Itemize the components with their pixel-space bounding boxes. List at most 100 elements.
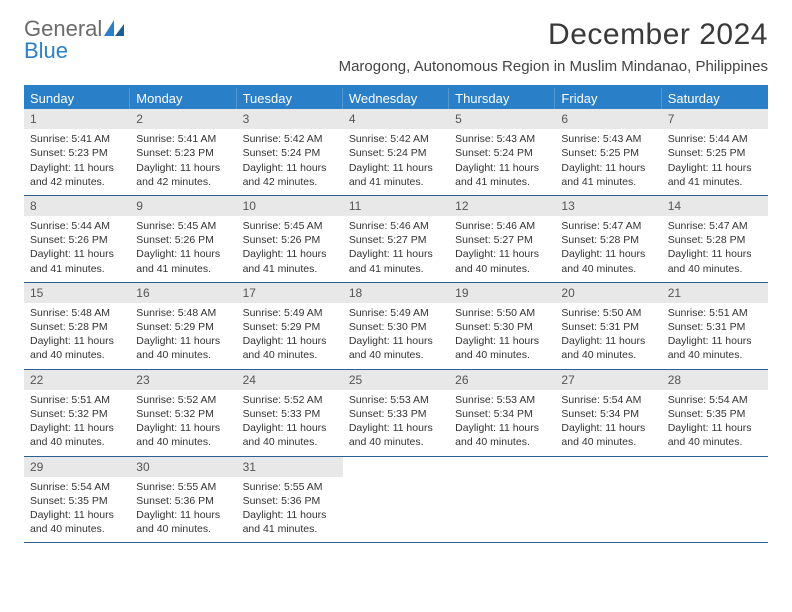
day-body: Sunrise: 5:44 AMSunset: 5:26 PMDaylight:…	[24, 216, 130, 282]
daylight-line1: Daylight: 11 hours	[243, 161, 337, 175]
sunset-text: Sunset: 5:25 PM	[561, 146, 655, 160]
day-cell: 11Sunrise: 5:46 AMSunset: 5:27 PMDayligh…	[343, 196, 449, 282]
day-number: 25	[343, 370, 449, 390]
day-cell: 10Sunrise: 5:45 AMSunset: 5:26 PMDayligh…	[237, 196, 343, 282]
sunrise-text: Sunrise: 5:48 AM	[30, 306, 124, 320]
daylight-line1: Daylight: 11 hours	[349, 247, 443, 261]
daylight-line1: Daylight: 11 hours	[136, 508, 230, 522]
day-cell	[343, 457, 449, 543]
sunrise-text: Sunrise: 5:44 AM	[30, 219, 124, 233]
daylight-line2: and 40 minutes.	[349, 348, 443, 362]
day-cell: 31Sunrise: 5:55 AMSunset: 5:36 PMDayligh…	[237, 457, 343, 543]
sunrise-text: Sunrise: 5:51 AM	[668, 306, 762, 320]
dow-monday: Monday	[130, 88, 236, 109]
day-number: 12	[449, 196, 555, 216]
sunset-text: Sunset: 5:28 PM	[668, 233, 762, 247]
sunset-text: Sunset: 5:27 PM	[349, 233, 443, 247]
dow-wednesday: Wednesday	[343, 88, 449, 109]
daylight-line1: Daylight: 11 hours	[561, 161, 655, 175]
sunrise-text: Sunrise: 5:43 AM	[561, 132, 655, 146]
daylight-line1: Daylight: 11 hours	[30, 161, 124, 175]
daylight-line1: Daylight: 11 hours	[561, 334, 655, 348]
day-body: Sunrise: 5:55 AMSunset: 5:36 PMDaylight:…	[237, 477, 343, 543]
day-body: Sunrise: 5:54 AMSunset: 5:35 PMDaylight:…	[24, 477, 130, 543]
day-body: Sunrise: 5:45 AMSunset: 5:26 PMDaylight:…	[237, 216, 343, 282]
sunrise-text: Sunrise: 5:55 AM	[243, 480, 337, 494]
day-number: 6	[555, 109, 661, 129]
day-number: 30	[130, 457, 236, 477]
sunset-text: Sunset: 5:31 PM	[561, 320, 655, 334]
day-cell: 28Sunrise: 5:54 AMSunset: 5:35 PMDayligh…	[662, 370, 768, 456]
daylight-line1: Daylight: 11 hours	[668, 334, 762, 348]
daylight-line2: and 42 minutes.	[243, 175, 337, 189]
day-body: Sunrise: 5:55 AMSunset: 5:36 PMDaylight:…	[130, 477, 236, 543]
daylight-line2: and 41 minutes.	[243, 522, 337, 536]
sunset-text: Sunset: 5:33 PM	[349, 407, 443, 421]
day-number: 4	[343, 109, 449, 129]
daylight-line2: and 40 minutes.	[136, 522, 230, 536]
sunset-text: Sunset: 5:35 PM	[30, 494, 124, 508]
daylight-line2: and 41 minutes.	[561, 175, 655, 189]
daylight-line1: Daylight: 11 hours	[136, 161, 230, 175]
sunrise-text: Sunrise: 5:49 AM	[349, 306, 443, 320]
daylight-line1: Daylight: 11 hours	[455, 421, 549, 435]
day-body: Sunrise: 5:46 AMSunset: 5:27 PMDaylight:…	[343, 216, 449, 282]
sunset-text: Sunset: 5:35 PM	[668, 407, 762, 421]
week-row: 22Sunrise: 5:51 AMSunset: 5:32 PMDayligh…	[24, 370, 768, 457]
day-cell: 24Sunrise: 5:52 AMSunset: 5:33 PMDayligh…	[237, 370, 343, 456]
sunrise-text: Sunrise: 5:46 AM	[349, 219, 443, 233]
sunset-text: Sunset: 5:30 PM	[349, 320, 443, 334]
sunset-text: Sunset: 5:25 PM	[668, 146, 762, 160]
daylight-line2: and 41 minutes.	[349, 262, 443, 276]
sunrise-text: Sunrise: 5:54 AM	[561, 393, 655, 407]
day-cell: 12Sunrise: 5:46 AMSunset: 5:27 PMDayligh…	[449, 196, 555, 282]
day-body: Sunrise: 5:52 AMSunset: 5:32 PMDaylight:…	[130, 390, 236, 456]
day-body: Sunrise: 5:54 AMSunset: 5:34 PMDaylight:…	[555, 390, 661, 456]
sunrise-text: Sunrise: 5:41 AM	[30, 132, 124, 146]
day-of-week-header: Sunday Monday Tuesday Wednesday Thursday…	[24, 88, 768, 109]
day-number: 26	[449, 370, 555, 390]
daylight-line1: Daylight: 11 hours	[136, 421, 230, 435]
daylight-line1: Daylight: 11 hours	[668, 161, 762, 175]
sunrise-text: Sunrise: 5:50 AM	[561, 306, 655, 320]
daylight-line2: and 41 minutes.	[668, 175, 762, 189]
day-cell: 22Sunrise: 5:51 AMSunset: 5:32 PMDayligh…	[24, 370, 130, 456]
week-row: 1Sunrise: 5:41 AMSunset: 5:23 PMDaylight…	[24, 109, 768, 196]
day-cell: 1Sunrise: 5:41 AMSunset: 5:23 PMDaylight…	[24, 109, 130, 195]
day-body: Sunrise: 5:48 AMSunset: 5:29 PMDaylight:…	[130, 303, 236, 369]
day-number: 11	[343, 196, 449, 216]
day-body: Sunrise: 5:44 AMSunset: 5:25 PMDaylight:…	[662, 129, 768, 195]
sunset-text: Sunset: 5:32 PM	[30, 407, 124, 421]
calendar: Sunday Monday Tuesday Wednesday Thursday…	[24, 85, 768, 543]
day-body: Sunrise: 5:50 AMSunset: 5:31 PMDaylight:…	[555, 303, 661, 369]
daylight-line2: and 40 minutes.	[243, 348, 337, 362]
daylight-line1: Daylight: 11 hours	[136, 247, 230, 261]
logo-sail-icon	[104, 20, 124, 36]
day-number: 13	[555, 196, 661, 216]
day-cell: 13Sunrise: 5:47 AMSunset: 5:28 PMDayligh…	[555, 196, 661, 282]
sunset-text: Sunset: 5:24 PM	[455, 146, 549, 160]
day-number: 8	[24, 196, 130, 216]
day-cell: 17Sunrise: 5:49 AMSunset: 5:29 PMDayligh…	[237, 283, 343, 369]
daylight-line1: Daylight: 11 hours	[455, 247, 549, 261]
sunset-text: Sunset: 5:23 PM	[30, 146, 124, 160]
daylight-line2: and 40 minutes.	[455, 262, 549, 276]
day-number: 22	[24, 370, 130, 390]
day-cell: 3Sunrise: 5:42 AMSunset: 5:24 PMDaylight…	[237, 109, 343, 195]
day-body: Sunrise: 5:50 AMSunset: 5:30 PMDaylight:…	[449, 303, 555, 369]
daylight-line1: Daylight: 11 hours	[30, 247, 124, 261]
daylight-line2: and 40 minutes.	[136, 348, 230, 362]
day-body: Sunrise: 5:42 AMSunset: 5:24 PMDaylight:…	[237, 129, 343, 195]
daylight-line2: and 40 minutes.	[668, 435, 762, 449]
daylight-line1: Daylight: 11 hours	[30, 334, 124, 348]
sunrise-text: Sunrise: 5:50 AM	[455, 306, 549, 320]
daylight-line2: and 40 minutes.	[561, 435, 655, 449]
day-number: 14	[662, 196, 768, 216]
daylight-line1: Daylight: 11 hours	[455, 334, 549, 348]
sunrise-text: Sunrise: 5:45 AM	[243, 219, 337, 233]
dow-friday: Friday	[555, 88, 661, 109]
sunset-text: Sunset: 5:24 PM	[243, 146, 337, 160]
daylight-line1: Daylight: 11 hours	[243, 334, 337, 348]
day-cell: 7Sunrise: 5:44 AMSunset: 5:25 PMDaylight…	[662, 109, 768, 195]
sunrise-text: Sunrise: 5:44 AM	[668, 132, 762, 146]
